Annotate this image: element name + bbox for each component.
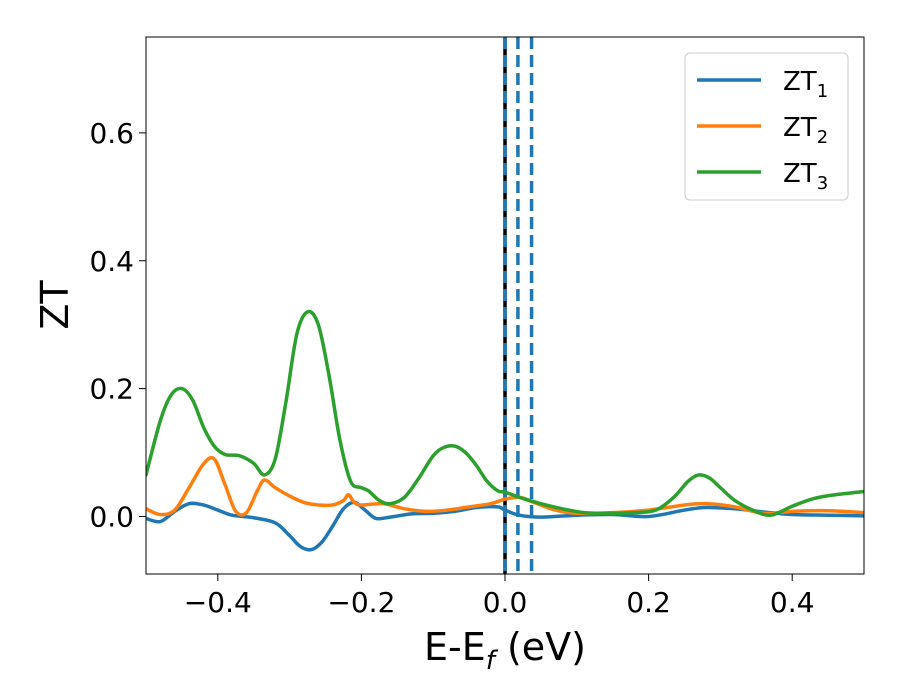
reference-lines bbox=[503, 37, 534, 574]
x-axis-label-main: E-E bbox=[424, 625, 486, 669]
series-line-zt1 bbox=[146, 500, 864, 552]
y-axis: 0.0 0.2 0.4 0.6 bbox=[89, 117, 146, 533]
y-tick-label: 0.0 bbox=[89, 500, 134, 533]
series-line-zt3 bbox=[146, 309, 864, 518]
y-tick-label: 0.6 bbox=[89, 117, 134, 150]
x-axis-label-tail: (eV) bbox=[495, 625, 586, 669]
x-tick-label: 0.2 bbox=[626, 586, 671, 619]
x-tick-label: 0.0 bbox=[483, 586, 528, 619]
legend: ZT1 ZT2 ZT3 bbox=[684, 52, 849, 201]
legend-label-zt1: ZT1 bbox=[783, 67, 828, 102]
y-tick-label: 0.4 bbox=[89, 245, 134, 278]
legend-label-zt3: ZT3 bbox=[783, 159, 828, 194]
x-axis-label: E-Ef (eV) bbox=[424, 625, 586, 676]
series-line-zt2 bbox=[146, 455, 864, 517]
x-tick-label: 0.4 bbox=[770, 586, 815, 619]
legend-box bbox=[684, 52, 849, 201]
x-tick-label: −0.2 bbox=[327, 586, 395, 619]
y-tick-label: 0.2 bbox=[89, 373, 134, 406]
y-axis-label: ZT bbox=[33, 280, 77, 330]
series-lines bbox=[146, 309, 864, 552]
legend-label-zt2: ZT2 bbox=[783, 113, 828, 148]
x-tick-label: −0.4 bbox=[184, 586, 252, 619]
x-axis: −0.4 −0.2 0.0 0.2 0.4 bbox=[184, 574, 815, 619]
